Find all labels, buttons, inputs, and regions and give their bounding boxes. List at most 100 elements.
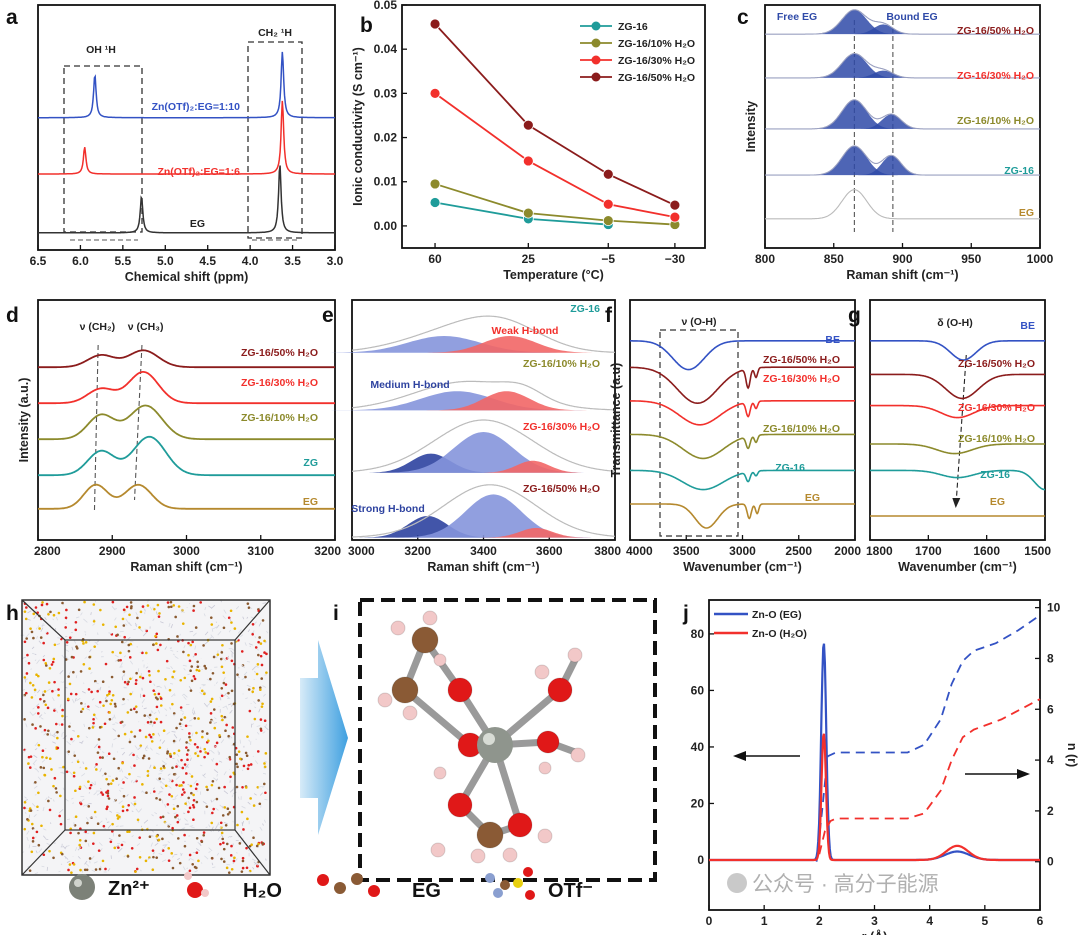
bond-stick — [263, 693, 266, 697]
atom — [209, 721, 212, 724]
bond-stick — [253, 701, 257, 705]
atom — [263, 765, 267, 769]
atom — [246, 767, 250, 771]
y-tick-label: 0.00 — [374, 219, 398, 233]
bond-stick — [147, 746, 149, 750]
atom — [222, 681, 226, 685]
atom — [188, 659, 192, 663]
bond-stick — [231, 794, 234, 798]
atom — [138, 626, 141, 629]
atom — [259, 688, 262, 692]
y-tick-label: 0.05 — [374, 0, 398, 12]
bond-stick — [121, 751, 126, 756]
bond-stick — [171, 693, 176, 698]
bond-stick — [161, 859, 167, 862]
bond-stick — [246, 616, 249, 619]
bond-stick — [31, 652, 35, 655]
bond-stick — [32, 828, 35, 830]
atom — [81, 707, 85, 711]
atom — [178, 722, 182, 726]
atom — [162, 729, 166, 732]
atom — [187, 653, 190, 657]
bond-stick — [97, 632, 99, 636]
bond-stick — [213, 745, 217, 747]
atom — [120, 640, 124, 644]
atom — [86, 821, 89, 825]
atom — [261, 702, 264, 706]
atom — [28, 807, 32, 810]
component-peak-fill — [849, 24, 917, 35]
bond-stick — [183, 693, 188, 698]
bond-stick — [240, 634, 244, 637]
atom — [219, 821, 223, 825]
atom — [168, 793, 171, 796]
atom — [25, 606, 28, 609]
bond-stick — [264, 674, 268, 676]
annotation-label: Free EG — [777, 11, 817, 23]
atom — [235, 785, 239, 789]
series-label: ZG-16/10% H₂O — [763, 423, 840, 435]
raman-envelope-1 — [351, 380, 615, 411]
atom — [391, 676, 419, 704]
atom — [172, 604, 176, 607]
bond-stick — [184, 767, 187, 770]
bond-stick — [27, 618, 31, 621]
legend-h2o-label: H₂O — [243, 880, 282, 902]
bond-stick — [137, 776, 141, 778]
bond-stick — [133, 628, 136, 631]
bond-stick — [138, 721, 140, 723]
atom — [213, 726, 217, 730]
y-right-tick-label: 6 — [1047, 702, 1054, 716]
bond-stick — [90, 671, 93, 675]
bond-stick — [138, 808, 142, 813]
atom — [265, 671, 268, 674]
atom — [94, 868, 98, 871]
atom — [121, 617, 125, 621]
bond-stick — [135, 623, 138, 626]
atom — [116, 814, 119, 817]
bond-stick — [48, 796, 50, 799]
atom — [48, 849, 51, 853]
bond-stick — [71, 699, 75, 704]
atom — [221, 837, 225, 841]
bond-stick — [170, 682, 174, 685]
atom — [34, 781, 37, 784]
x-tick-label: 1700 — [915, 544, 942, 558]
bond-stick — [141, 790, 144, 793]
atom — [128, 772, 131, 776]
bond-stick — [145, 749, 148, 752]
atom — [53, 643, 57, 647]
bond-stick — [219, 696, 222, 701]
atom — [502, 847, 518, 863]
bond-stick — [34, 653, 37, 656]
series-line-3 — [434, 23, 676, 206]
data-point — [522, 155, 534, 167]
atom — [79, 802, 83, 806]
atom — [64, 616, 68, 620]
atom — [217, 786, 221, 790]
bond-stick — [124, 623, 128, 626]
series-label: ZG-16 — [980, 469, 1010, 481]
atom — [67, 868, 70, 872]
atom — [68, 682, 72, 686]
bond-stick — [253, 678, 255, 681]
atom — [190, 791, 193, 795]
process-arrow-icon — [300, 640, 348, 835]
bond-stick — [43, 835, 47, 839]
y-axis-label: Intensity — [744, 101, 758, 152]
atom — [61, 714, 64, 718]
atom — [199, 750, 202, 753]
bond-stick — [111, 716, 115, 721]
bond-stick — [229, 735, 233, 739]
bond-stick — [177, 857, 180, 861]
bond-stick — [241, 769, 244, 772]
component-peak-fill — [857, 155, 926, 176]
otf-anion-icon — [513, 878, 523, 888]
x-tick-label: 3500 — [673, 544, 700, 558]
atom — [23, 676, 27, 679]
atom — [225, 723, 228, 727]
atom — [223, 715, 227, 719]
atom — [49, 610, 52, 614]
atom — [248, 709, 252, 713]
bond-stick — [123, 687, 126, 689]
